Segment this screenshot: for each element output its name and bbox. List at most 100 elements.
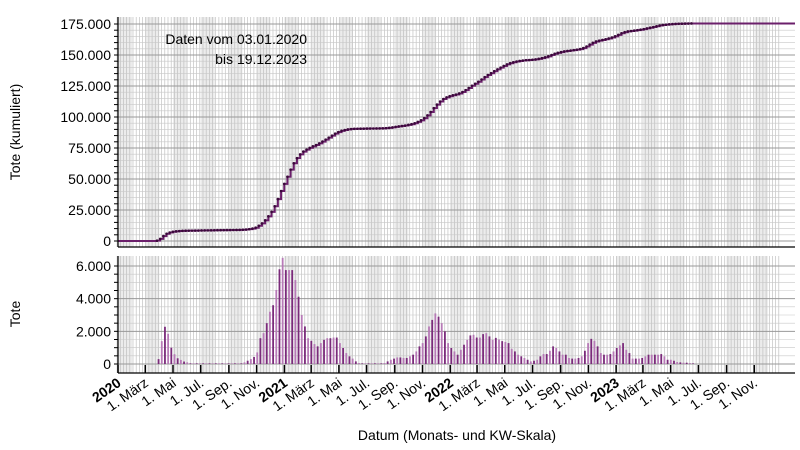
- weekly-bar: [405, 357, 408, 364]
- month-band: [172, 17, 188, 247]
- cumulative-point: [212, 228, 216, 232]
- weekly-bar: [510, 348, 513, 364]
- weekly-bar: [564, 354, 567, 364]
- cumulative-point: [636, 28, 639, 32]
- cumulative-point: [171, 230, 175, 234]
- month-band: [532, 256, 547, 373]
- cumulative-point: [251, 227, 254, 230]
- weekly-bar: [507, 343, 510, 364]
- weekly-bar: [536, 359, 539, 364]
- weekly-bar: [609, 354, 612, 364]
- cumulative-point: [546, 55, 550, 58]
- cumulative-point: [244, 228, 248, 231]
- cumulative-point: [467, 86, 471, 90]
- weekly-bar: [243, 362, 246, 364]
- weekly-bar: [329, 338, 332, 364]
- cumulative-point: [527, 58, 531, 62]
- weekly-bar: [688, 363, 691, 364]
- weekly-bar: [501, 341, 504, 364]
- cumulative-point: [578, 47, 582, 51]
- month-band: [394, 256, 409, 373]
- top-y-tick-label: 125.000: [60, 78, 111, 94]
- weekly-bar: [437, 316, 440, 364]
- cumulative-point: [508, 61, 512, 65]
- weekly-bar: [393, 358, 395, 364]
- weekly-bar: [313, 344, 316, 364]
- cumulative-point: [343, 128, 346, 132]
- weekly-bar: [386, 361, 389, 364]
- weekly-bar: [631, 358, 634, 364]
- weekly-bar: [491, 339, 494, 364]
- weekly-bar: [189, 363, 192, 364]
- cumulative-plot: 0 25.000 50.000 75.000 100.000 125.000 150.000…: [60, 16, 795, 249]
- cumulative-point: [289, 168, 292, 171]
- cumulative-point: [607, 37, 611, 40]
- top-y-axis-title: Tote (kumuliert): [7, 84, 23, 180]
- weekly-bar: [463, 344, 465, 364]
- weekly-bar: [583, 350, 586, 364]
- top-y-tick-label: 50.000: [68, 171, 111, 187]
- cumulative-point: [553, 52, 556, 56]
- weekly-bar: [208, 363, 211, 364]
- weekly-bar: [253, 356, 255, 364]
- weekly-bar: [542, 354, 545, 364]
- weekly-bar: [679, 362, 682, 364]
- weekly-bar: [332, 337, 335, 364]
- weekly-bar: [412, 354, 414, 364]
- month-band: [588, 17, 603, 247]
- weekly-bar: [469, 335, 472, 364]
- month-band: [642, 17, 658, 247]
- weekly-bar: [545, 354, 548, 364]
- cumulative-point: [308, 146, 311, 150]
- weekly-bar: [218, 363, 220, 364]
- weekly-bar: [259, 338, 262, 364]
- weekly-bar: [167, 333, 170, 364]
- cumulative-point: [569, 49, 572, 52]
- weekly-bar: [428, 326, 430, 364]
- weekly-bar: [304, 326, 306, 364]
- weekly-bar: [625, 349, 628, 364]
- month-band: [118, 256, 133, 373]
- weekly-bar: [663, 356, 666, 364]
- weekly-bar: [523, 357, 526, 364]
- weekly-bar: [653, 354, 656, 364]
- month-band: [642, 256, 658, 373]
- month-band: [200, 256, 215, 373]
- cumulative-point: [645, 27, 649, 30]
- weekly-bar: [256, 352, 259, 364]
- cumulative-point: [356, 127, 359, 131]
- weekly-bar: [221, 363, 224, 364]
- weekly-bar: [291, 270, 294, 364]
- cumulative-point: [454, 93, 458, 96]
- cumulative-point: [352, 127, 356, 131]
- weekly-bar: [466, 339, 469, 364]
- cumulative-point: [610, 36, 614, 39]
- month-band: [670, 17, 685, 247]
- weekly-bar: [548, 350, 551, 364]
- cumulative-point: [337, 130, 340, 134]
- cumulative-point: [155, 239, 159, 242]
- weekly-bar: [577, 357, 580, 364]
- cumulative-point: [432, 106, 436, 110]
- cumulative-point: [677, 22, 681, 26]
- cumulative-point: [349, 127, 353, 131]
- cumulative-point: [492, 69, 496, 73]
- cumulative-point: [384, 126, 388, 130]
- weekly-bar: [234, 363, 236, 364]
- cumulative-point: [690, 22, 693, 25]
- weekly-bar: [472, 334, 475, 364]
- weekly-bar: [275, 290, 278, 364]
- weekly-bar: [160, 341, 163, 364]
- cumulative-point: [664, 23, 668, 26]
- cumulative-point: [174, 230, 178, 233]
- weekly-bar: [590, 338, 593, 364]
- weekly-bar: [164, 326, 166, 364]
- cumulative-point: [419, 119, 423, 122]
- cumulative-point: [556, 51, 560, 55]
- month-band: [284, 17, 299, 247]
- weekly-bar: [157, 359, 160, 364]
- cumulative-point: [238, 228, 242, 232]
- month-band: [200, 17, 215, 247]
- weekly-bar: [587, 343, 589, 364]
- cumulative-point: [537, 57, 541, 61]
